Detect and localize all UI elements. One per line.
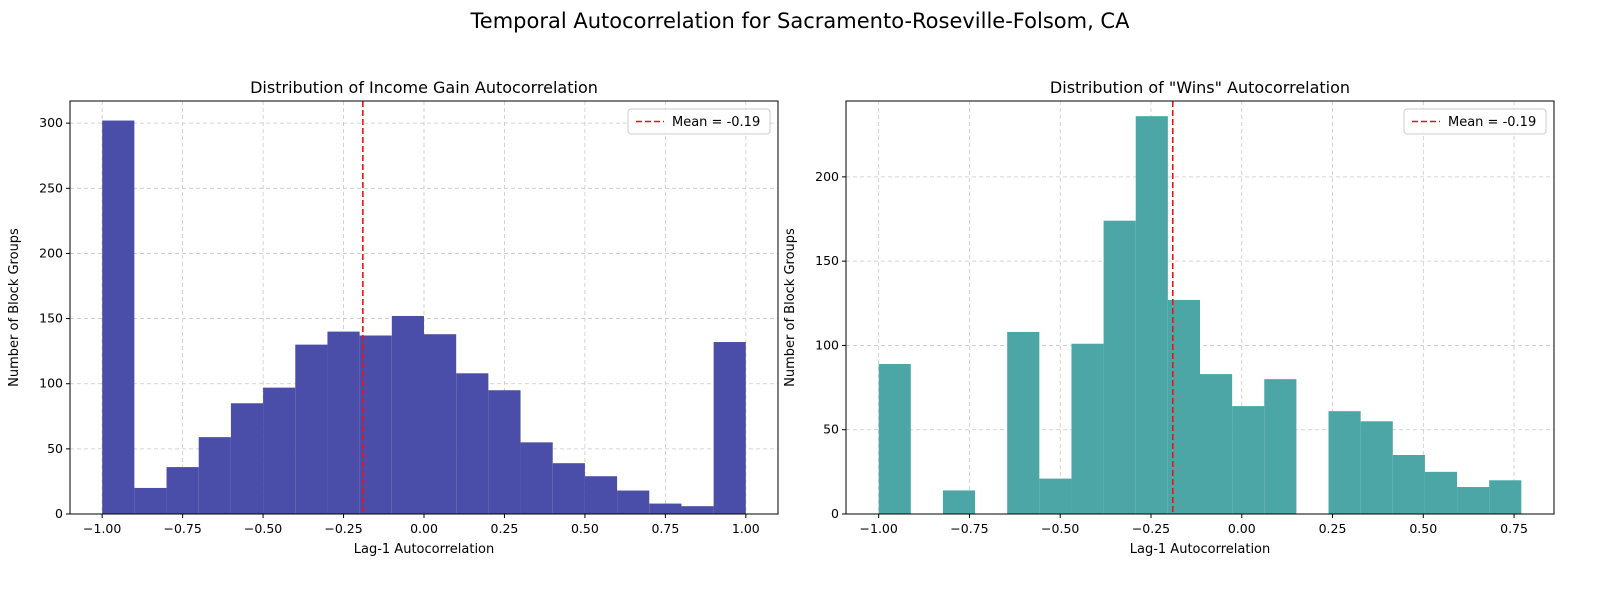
histogram-bar <box>552 463 585 514</box>
histogram-bar <box>295 344 328 514</box>
histogram-bar <box>456 373 489 514</box>
histogram-bar <box>713 342 746 514</box>
histogram-bar <box>1007 331 1040 514</box>
y-tick-label: 0 <box>55 506 63 521</box>
x-tick-label: 0.75 <box>651 521 679 536</box>
y-tick-label: 200 <box>39 245 63 260</box>
x-tick-label: −0.75 <box>950 521 988 536</box>
histogram-bar <box>1200 374 1233 514</box>
histogram-bar <box>649 503 682 514</box>
x-tick-label: 0.25 <box>1319 521 1347 536</box>
histogram-bar <box>327 331 360 514</box>
y-tick-label: 150 <box>39 311 63 326</box>
x-tick-label: −0.50 <box>1041 521 1079 536</box>
legend-box <box>627 108 771 135</box>
histogram-bar <box>1392 455 1425 514</box>
y-tick-label: 0 <box>831 506 839 521</box>
y-tick-label: 100 <box>39 376 63 391</box>
histogram-bar <box>391 315 424 514</box>
histogram-bar <box>942 490 976 514</box>
histogram-bar <box>1135 116 1168 515</box>
histogram-bar <box>520 442 553 514</box>
figure-title: Temporal Autocorrelation for Sacramento-… <box>470 9 1131 33</box>
histogram-bar <box>1264 379 1297 514</box>
x-tick-label: −0.50 <box>244 521 282 536</box>
x-tick-label: 0.50 <box>571 521 599 536</box>
histogram-bar <box>1360 421 1393 514</box>
histogram-bar <box>681 506 714 514</box>
histogram-bar <box>263 387 296 514</box>
y-tick-label: 50 <box>47 441 63 456</box>
x-tick-label: −0.25 <box>1132 521 1170 536</box>
x-tick-label: 0.50 <box>1409 521 1437 536</box>
x-tick-label: −1.00 <box>83 521 121 536</box>
x-tick-label: 0.00 <box>1228 521 1256 536</box>
axes-frame <box>845 100 1555 515</box>
histogram-bar <box>1039 478 1072 514</box>
x-tick-label: 0.25 <box>491 521 519 536</box>
histogram-bar <box>1071 343 1104 514</box>
x-tick-label: −0.25 <box>324 521 362 536</box>
histogram-bar <box>198 437 231 514</box>
histogram-bar <box>1457 487 1490 514</box>
y-tick-label: 150 <box>815 253 839 268</box>
y-axis-label: Number of Block Groups <box>7 228 22 387</box>
x-tick-label: 0.00 <box>410 521 438 536</box>
panel-title: Distribution of Income Gain Autocorrelat… <box>250 78 598 97</box>
histogram-bar <box>617 490 650 514</box>
legend: Mean = -0.19 <box>627 108 771 135</box>
y-tick-label: 50 <box>823 422 839 437</box>
panel-title: Distribution of "Wins" Autocorrelation <box>1050 78 1350 97</box>
histogram-bar <box>584 476 618 514</box>
histogram-bar <box>1424 471 1458 514</box>
histogram-bar <box>1103 220 1136 514</box>
panel-income-gain: Distribution of Income Gain Autocorrelat… <box>7 78 779 557</box>
histogram-bar <box>878 363 911 514</box>
x-tick-label: −1.00 <box>860 521 898 536</box>
histogram-bar <box>359 335 392 514</box>
histogram-bar <box>1328 411 1361 514</box>
histogram-bar <box>424 334 457 514</box>
legend-label: Mean = -0.19 <box>672 115 760 130</box>
histogram-bar <box>1232 406 1265 514</box>
x-axis-label: Lag-1 Autocorrelation <box>1130 542 1271 557</box>
legend-box <box>1403 108 1547 135</box>
histogram-bar <box>1489 480 1522 514</box>
y-tick-label: 200 <box>815 169 839 184</box>
y-axis-label: Number of Block Groups <box>783 228 798 387</box>
legend: Mean = -0.19 <box>1403 108 1547 135</box>
histogram-bar <box>230 403 264 514</box>
histogram-bar <box>134 487 167 514</box>
histogram-bar <box>166 467 199 514</box>
y-tick-label: 300 <box>39 115 63 130</box>
x-axis-label: Lag-1 Autocorrelation <box>354 542 495 557</box>
histogram-bar <box>488 390 521 514</box>
panel-wins: Distribution of "Wins" Autocorrelation −1… <box>783 78 1555 557</box>
x-tick-label: −0.75 <box>163 521 201 536</box>
histogram-bar <box>102 120 135 514</box>
y-tick-label: 100 <box>815 337 839 352</box>
legend-label: Mean = -0.19 <box>1448 115 1536 130</box>
y-tick-label: 250 <box>39 180 63 195</box>
x-tick-label: 0.75 <box>1500 521 1528 536</box>
x-tick-label: 1.00 <box>732 521 760 536</box>
